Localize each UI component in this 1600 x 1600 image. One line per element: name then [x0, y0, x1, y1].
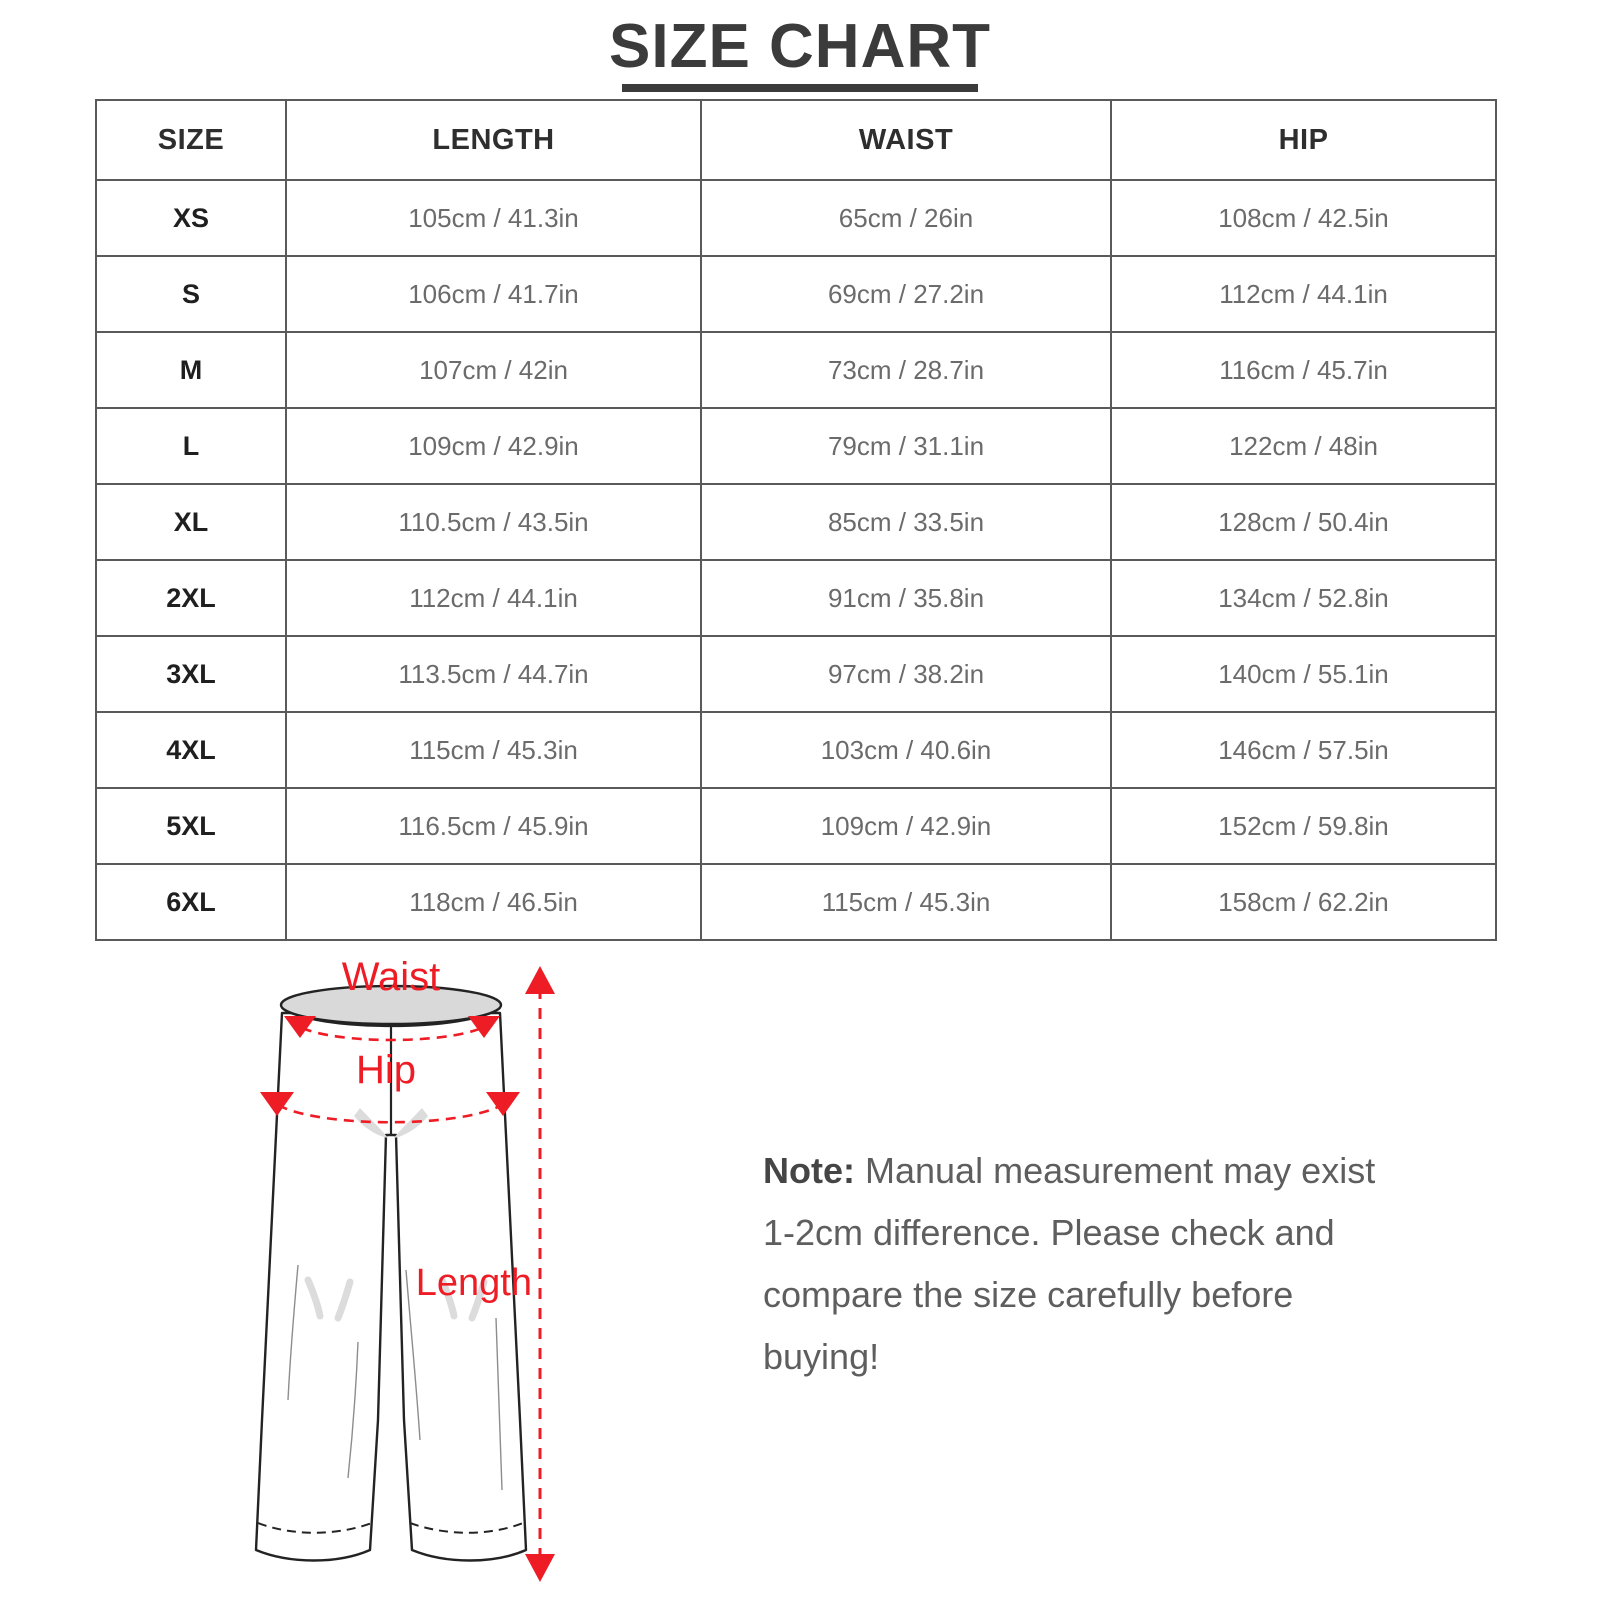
table-row: 4XL 115cm / 45.3in 103cm / 40.6in 146cm / 5…	[95, 711, 1497, 789]
drape-line-4	[495, 1317, 503, 1491]
table-row: XL 110.5cm / 43.5in 85cm / 33.5in 128cm / 5…	[95, 483, 1497, 561]
cell-waist: 69cm / 27.2in	[700, 255, 1112, 333]
cell-waist: 73cm / 28.7in	[700, 331, 1112, 409]
cell-size: S	[95, 255, 287, 333]
cell-hip: 146cm / 57.5in	[1110, 711, 1497, 789]
cell-waist: 65cm / 26in	[700, 179, 1112, 257]
length-arrow-bottom	[525, 1554, 555, 1582]
knee-wrinkle-1	[304, 1276, 324, 1320]
table-row: M 107cm / 42in 73cm / 28.7in 116cm / 45.7in	[95, 331, 1497, 409]
crotch-shade-left	[354, 1108, 388, 1138]
cell-length: 106cm / 41.7in	[285, 255, 702, 333]
table-row: 3XL 113.5cm / 44.7in 97cm / 38.2in 140cm / …	[95, 635, 1497, 713]
cell-size: 5XL	[95, 787, 287, 865]
cell-hip: 140cm / 55.1in	[1110, 635, 1497, 713]
hip-arrow-right	[486, 1092, 520, 1116]
cell-hip: 116cm / 45.7in	[1110, 331, 1497, 409]
cell-hip: 122cm / 48in	[1110, 407, 1497, 485]
table-row: 2XL 112cm / 44.1in 91cm / 35.8in 134cm / 52…	[95, 559, 1497, 637]
cell-hip: 108cm / 42.5in	[1110, 179, 1497, 257]
cell-size: M	[95, 331, 287, 409]
column-header-hip: HIP	[1110, 99, 1497, 181]
pants-body-path	[254, 1011, 528, 1562]
table-header-row: SIZE LENGTH WAIST HIP	[95, 99, 1497, 181]
column-header-waist: WAIST	[700, 99, 1112, 181]
length-label: Length	[416, 1262, 532, 1304]
knee-wrinkle-2	[334, 1278, 354, 1322]
cell-size: XL	[95, 483, 287, 561]
cell-waist: 103cm / 40.6in	[700, 711, 1112, 789]
cell-waist: 115cm / 45.3in	[700, 863, 1112, 941]
waist-label: Waist	[342, 955, 441, 999]
drape-line-1	[287, 1264, 299, 1401]
title-block: SIZE CHART	[0, 14, 1600, 92]
cell-hip: 112cm / 44.1in	[1110, 255, 1497, 333]
cell-length: 113.5cm / 44.7in	[285, 635, 702, 713]
column-header-length: LENGTH	[285, 99, 702, 181]
note-block: Note: Manual measurement may exist 1-2cm…	[763, 1140, 1383, 1388]
cell-length: 105cm / 41.3in	[285, 179, 702, 257]
waist-measure-line	[301, 1026, 483, 1042]
length-arrow-top	[525, 966, 555, 994]
cell-size: L	[95, 407, 287, 485]
cell-size: 3XL	[95, 635, 287, 713]
note-label: Note:	[763, 1150, 855, 1191]
cell-waist: 79cm / 31.1in	[700, 407, 1112, 485]
waist-arrow-left	[284, 1016, 316, 1038]
cell-hip: 128cm / 50.4in	[1110, 483, 1497, 561]
drape-line-3	[405, 1269, 421, 1441]
pants-outline	[254, 1011, 528, 1562]
cell-length: 116.5cm / 45.9in	[285, 787, 702, 865]
note-paragraph: Note: Manual measurement may exist 1-2cm…	[763, 1140, 1383, 1388]
hip-label: Hip	[356, 1048, 416, 1092]
cell-length: 110.5cm / 43.5in	[285, 483, 702, 561]
cell-size: 4XL	[95, 711, 287, 789]
waist-arrow-right	[468, 1016, 500, 1038]
crotch-shade-right	[394, 1108, 428, 1138]
table-row: L 109cm / 42.9in 79cm / 31.1in 122cm / 48in	[95, 407, 1497, 485]
hip-arrow-left	[260, 1092, 294, 1116]
measurement-diagram: Waist Hip Length	[210, 950, 630, 1590]
table-row: 6XL 118cm / 46.5in 115cm / 45.3in 158cm / 6…	[95, 863, 1497, 941]
cell-length: 112cm / 44.1in	[285, 559, 702, 637]
hip-measure-line	[277, 1103, 503, 1124]
cell-size: 2XL	[95, 559, 287, 637]
cell-length: 118cm / 46.5in	[285, 863, 702, 941]
table-row: S 106cm / 41.7in 69cm / 27.2in 112cm / 44.1…	[95, 255, 1497, 333]
note-body: Manual measurement may exist 1-2cm diffe…	[763, 1150, 1376, 1377]
cell-length: 107cm / 42in	[285, 331, 702, 409]
title-underline	[622, 84, 978, 92]
cell-waist: 97cm / 38.2in	[700, 635, 1112, 713]
cell-waist: 109cm / 42.9in	[700, 787, 1112, 865]
table-row: 5XL 116.5cm / 45.9in 109cm / 42.9in 152cm /…	[95, 787, 1497, 865]
cell-size: XS	[95, 179, 287, 257]
column-header-size: SIZE	[95, 99, 287, 181]
size-chart-table: SIZE LENGTH WAIST HIP XS 105cm / 41.3in 65…	[95, 99, 1497, 941]
cell-hip: 158cm / 62.2in	[1110, 863, 1497, 941]
cell-waist: 85cm / 33.5in	[700, 483, 1112, 561]
page-title: SIZE CHART	[609, 12, 991, 81]
knee-wrinkle-3	[438, 1276, 458, 1320]
knee-wrinkle-4	[468, 1278, 488, 1322]
table-row: XS 105cm / 41.3in 65cm / 26in 108cm / 42.5i…	[95, 179, 1497, 257]
table-body: XS 105cm / 41.3in 65cm / 26in 108cm / 42.5i…	[95, 179, 1497, 941]
cell-hip: 134cm / 52.8in	[1110, 559, 1497, 637]
cell-length: 109cm / 42.9in	[285, 407, 702, 485]
cell-length: 115cm / 45.3in	[285, 711, 702, 789]
drape-line-2	[347, 1341, 359, 1479]
cell-size: 6XL	[95, 863, 287, 941]
cell-waist: 91cm / 35.8in	[700, 559, 1112, 637]
pants-illustration: Waist Hip Length	[254, 955, 555, 1582]
cell-hip: 152cm / 59.8in	[1110, 787, 1497, 865]
